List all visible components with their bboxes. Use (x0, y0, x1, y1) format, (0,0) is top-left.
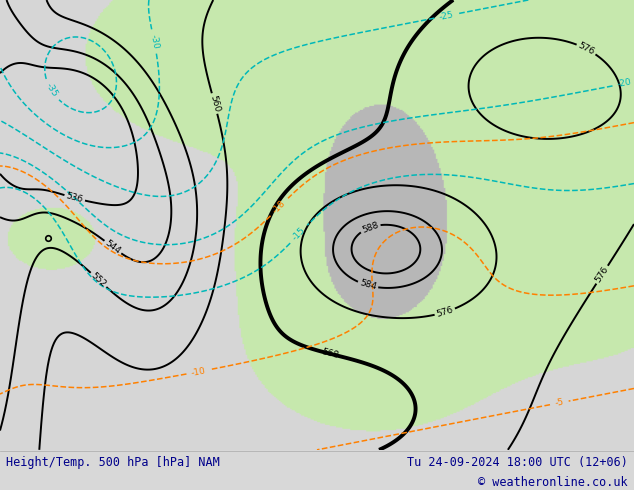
Text: 568: 568 (321, 347, 340, 360)
Text: 544: 544 (103, 239, 122, 256)
Text: -5: -5 (554, 397, 565, 408)
Text: 552: 552 (89, 271, 108, 289)
Text: -18: -18 (271, 198, 288, 216)
Text: 584: 584 (358, 279, 377, 292)
Text: 536: 536 (65, 192, 84, 205)
Text: 560: 560 (208, 94, 221, 113)
Text: -15: -15 (290, 226, 307, 243)
Text: -10: -10 (191, 366, 207, 377)
Text: Height/Temp. 500 hPa [hPa] NAM: Height/Temp. 500 hPa [hPa] NAM (6, 456, 220, 469)
Text: -20: -20 (616, 78, 633, 89)
Text: © weatheronline.co.uk: © weatheronline.co.uk (478, 476, 628, 490)
Text: -25: -25 (439, 10, 455, 22)
Text: 588: 588 (361, 220, 380, 235)
Text: Tu 24-09-2024 18:00 UTC (12+06): Tu 24-09-2024 18:00 UTC (12+06) (407, 456, 628, 469)
Text: -30: -30 (148, 33, 160, 49)
Text: 576: 576 (436, 305, 455, 319)
Text: -35: -35 (44, 82, 59, 99)
Text: 576: 576 (576, 41, 596, 57)
Text: 576: 576 (593, 265, 611, 284)
